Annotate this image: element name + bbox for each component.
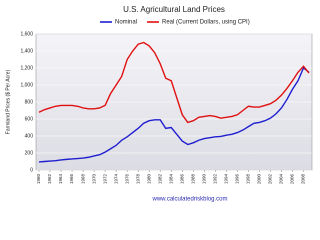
page: {"chart_data": {"type": "line", "title":… — [5, 5, 313, 203]
x-tick-label: 1980 — [146, 174, 151, 185]
y-tick-label: 0 — [30, 167, 33, 173]
x-tick-label: 1996 — [235, 174, 240, 185]
source: www.calculatedriskblog.com — [151, 197, 227, 203]
chart-title: U.S. Agricultural Land Prices — [123, 5, 225, 14]
y-tick-label: 1,400 — [20, 48, 33, 54]
x-tick-label: 1982 — [157, 174, 162, 185]
x-tick-label: 1964 — [58, 174, 63, 185]
y-tick-label: 600 — [25, 116, 34, 122]
x-tick-label: 2006 — [290, 174, 295, 185]
y-tick-label: 200 — [25, 150, 34, 156]
x-tick-label: 1960 — [36, 174, 41, 185]
series-line — [38, 41, 310, 124]
y-tick-label: 400 — [25, 133, 34, 139]
chart: U.S. Agricultural Land Prices Farmland P… — [5, 5, 313, 203]
legend: Nominal Real (Current Dollars, using CPI) — [100, 20, 250, 26]
x-tick-label: 1976 — [124, 174, 129, 185]
x-tick-label: 1994 — [224, 174, 229, 185]
x-tick-label: 1970 — [91, 174, 96, 185]
x-tick-label: 2008 — [301, 174, 306, 185]
x-tick-label: 1966 — [69, 174, 74, 185]
y-tick-label: 1,600 — [20, 31, 33, 37]
legend-label: Real (Current Dollars, using CPI) — [162, 20, 250, 26]
legend-label: Nominal — [115, 20, 137, 26]
x-tick-label: 1962 — [47, 174, 52, 185]
y-tick-label: 800 — [25, 99, 34, 105]
x-tick-label: 1988 — [190, 174, 195, 185]
x-tick-label: 1984 — [168, 174, 173, 185]
y-axis-title: Farmland Prices ($ Per Acre) — [5, 69, 11, 134]
x-tick-label: 1978 — [135, 174, 140, 185]
x-tick-label: 1990 — [201, 174, 206, 185]
y-tick-label: 1,000 — [20, 82, 33, 88]
x-tick-label: 1974 — [113, 174, 118, 185]
x-tick-label: 1992 — [213, 174, 218, 185]
series-line — [38, 66, 310, 163]
x-tick-label: 1968 — [80, 174, 85, 185]
x-tick-label: 2004 — [279, 174, 284, 185]
y-tick-label: 1,200 — [20, 65, 33, 71]
x-tick-label: 2000 — [257, 174, 262, 185]
x-tick-label: 1986 — [179, 174, 184, 185]
x-tick-label: 1998 — [246, 174, 251, 185]
x-tick-label: 1972 — [102, 174, 107, 185]
x-tick-label: 2002 — [268, 174, 273, 185]
